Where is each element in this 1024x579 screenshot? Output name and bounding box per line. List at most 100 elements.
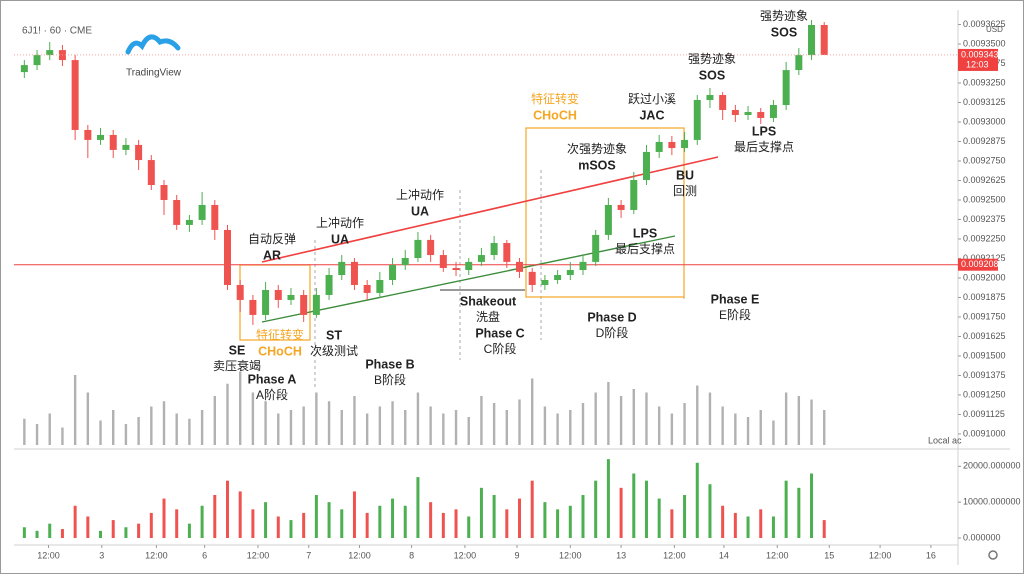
volume-bar xyxy=(454,410,458,445)
volume-bar xyxy=(569,410,572,445)
volume-bar xyxy=(695,462,699,538)
x-tick-label: 12:00 xyxy=(454,550,477,560)
x-tick-label: 16 xyxy=(926,550,936,560)
volume-bar xyxy=(289,520,293,538)
candle-body xyxy=(642,151,650,181)
volume-bar xyxy=(112,410,115,445)
annotation: E阶段 xyxy=(719,307,751,322)
volume-bar xyxy=(150,406,153,445)
volume-bar xyxy=(530,480,534,538)
volume-bar xyxy=(480,396,483,445)
x-tick-label: 12:00 xyxy=(869,550,892,560)
volume-bar xyxy=(264,401,267,445)
y-tick-label: 0.0091250 xyxy=(963,389,1006,399)
x-tick-label: 9 xyxy=(514,550,519,560)
volume-bar xyxy=(581,495,585,538)
candle-body xyxy=(135,144,143,161)
x-tick-label: 12:00 xyxy=(37,550,60,560)
volume-bar xyxy=(568,505,572,538)
volume-bar xyxy=(137,523,141,538)
countdown: 12:03 xyxy=(966,59,989,69)
volume-bar xyxy=(683,495,687,538)
volume-bar xyxy=(353,396,356,445)
candle-body xyxy=(211,204,219,230)
candle-body xyxy=(249,299,257,315)
annotation: Phase A xyxy=(248,372,297,386)
volume-bar xyxy=(556,413,559,445)
volume-bar xyxy=(149,512,153,538)
y-tick-label: 0.0093000 xyxy=(963,116,1006,126)
annotation: 上冲动作 xyxy=(396,187,444,202)
candle-body xyxy=(630,180,638,210)
logo: TradingView xyxy=(126,68,182,79)
candle-body xyxy=(20,65,28,73)
annotation: 上冲动作 xyxy=(316,215,364,230)
candle-body xyxy=(439,255,447,268)
volume-bar xyxy=(175,509,179,538)
volume-bar xyxy=(225,480,229,538)
volume-bar xyxy=(784,480,788,538)
volume-bar xyxy=(543,502,547,538)
volume-bar xyxy=(606,459,610,538)
volume-bar xyxy=(238,491,242,538)
volume-bar xyxy=(137,417,140,445)
volume-bar xyxy=(632,389,635,445)
y-tick-label: 0.0091750 xyxy=(963,311,1006,321)
y-tick-label: 0.0091125 xyxy=(963,409,1005,419)
volume-bar xyxy=(187,523,191,538)
volume-bar xyxy=(73,375,77,445)
volume-bar xyxy=(759,410,762,445)
choch-box xyxy=(525,127,685,298)
volume-bar xyxy=(35,424,39,445)
y-tick-label: 0.0091625 xyxy=(963,331,1006,341)
volume-bar xyxy=(531,378,534,445)
volume-bar xyxy=(416,392,420,445)
candle-body xyxy=(185,219,193,225)
annotation: 自动反弹 xyxy=(248,232,296,246)
x-tick-label: 12:00 xyxy=(663,550,686,560)
volume-bar xyxy=(48,413,51,445)
candle-body xyxy=(198,204,206,220)
candle-body xyxy=(376,279,384,293)
candle-body xyxy=(312,294,320,315)
candle-body xyxy=(617,204,625,210)
candle-body xyxy=(160,185,168,200)
candle-body xyxy=(84,129,92,140)
settings-icon[interactable] xyxy=(988,550,998,560)
volume-bar xyxy=(99,530,103,538)
annotation: JAC xyxy=(639,108,664,122)
annotation: B阶段 xyxy=(374,372,406,387)
x-tick-label: 14 xyxy=(719,550,729,560)
y-tick-label: 0.0092750 xyxy=(963,155,1006,165)
y-tick-label: 0.0093625 xyxy=(963,19,1006,29)
annotation: AR xyxy=(263,248,281,262)
volume-bar xyxy=(810,399,813,445)
annotation: 强势迹象 xyxy=(688,52,736,66)
candle-body xyxy=(300,294,308,315)
volume-bar xyxy=(645,392,648,445)
annotation: Phase B xyxy=(365,357,414,371)
annotation: 强势迹象 xyxy=(760,9,808,23)
volume-bar xyxy=(518,399,521,445)
volume-bar xyxy=(73,505,77,538)
candle-body xyxy=(223,229,231,285)
symbol: 6J1! · 60 · CME xyxy=(22,26,92,37)
volume-bar xyxy=(619,396,623,445)
volume-bar xyxy=(505,509,509,538)
y-tick-label: 20000.000000 xyxy=(963,461,1021,471)
volume-bar xyxy=(632,473,636,538)
volume-bar xyxy=(391,401,394,445)
volume-bar xyxy=(797,487,801,538)
candle-body xyxy=(693,100,701,140)
candle-body xyxy=(808,24,816,56)
candle-body xyxy=(744,112,752,115)
annotation: SOS xyxy=(771,25,797,39)
candle-body xyxy=(655,141,663,152)
volume-bar xyxy=(213,396,216,445)
annotation: 卖压衰竭 xyxy=(213,358,261,373)
candle-body xyxy=(795,55,803,71)
volume-bar xyxy=(378,505,382,538)
volume-bar xyxy=(302,512,306,538)
